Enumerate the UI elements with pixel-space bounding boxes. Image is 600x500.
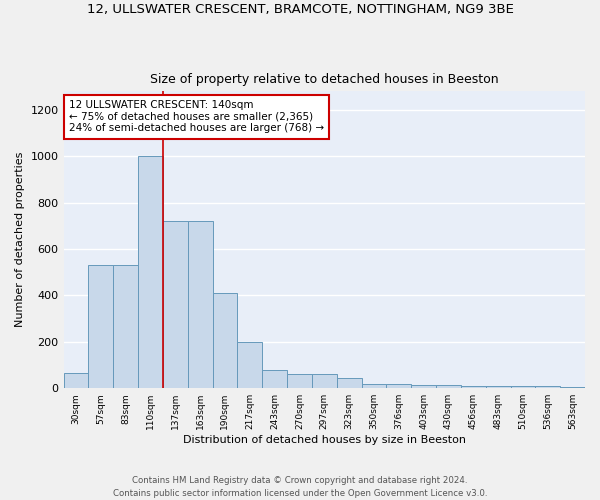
Bar — [163, 221, 188, 388]
Bar — [535, 386, 560, 388]
X-axis label: Distribution of detached houses by size in Beeston: Distribution of detached houses by size … — [183, 435, 466, 445]
Bar — [362, 384, 386, 388]
Text: 12, ULLSWATER CRESCENT, BRAMCOTE, NOTTINGHAM, NG9 3BE: 12, ULLSWATER CRESCENT, BRAMCOTE, NOTTIN… — [86, 2, 514, 16]
Bar — [485, 386, 511, 388]
Bar — [138, 156, 163, 388]
Bar — [436, 384, 461, 388]
Bar — [212, 293, 238, 388]
Bar — [312, 374, 337, 388]
Bar — [88, 266, 113, 388]
Bar — [411, 384, 436, 388]
Text: Contains HM Land Registry data © Crown copyright and database right 2024.
Contai: Contains HM Land Registry data © Crown c… — [113, 476, 487, 498]
Bar — [113, 266, 138, 388]
Bar — [337, 378, 362, 388]
Bar — [511, 386, 535, 388]
Bar — [238, 342, 262, 388]
Bar — [386, 384, 411, 388]
Y-axis label: Number of detached properties: Number of detached properties — [15, 152, 25, 328]
Bar — [287, 374, 312, 388]
Bar — [461, 386, 485, 388]
Text: 12 ULLSWATER CRESCENT: 140sqm
← 75% of detached houses are smaller (2,365)
24% o: 12 ULLSWATER CRESCENT: 140sqm ← 75% of d… — [69, 100, 324, 134]
Bar — [188, 221, 212, 388]
Bar — [262, 370, 287, 388]
Bar — [64, 373, 88, 388]
Bar — [560, 387, 585, 388]
Title: Size of property relative to detached houses in Beeston: Size of property relative to detached ho… — [150, 73, 499, 86]
